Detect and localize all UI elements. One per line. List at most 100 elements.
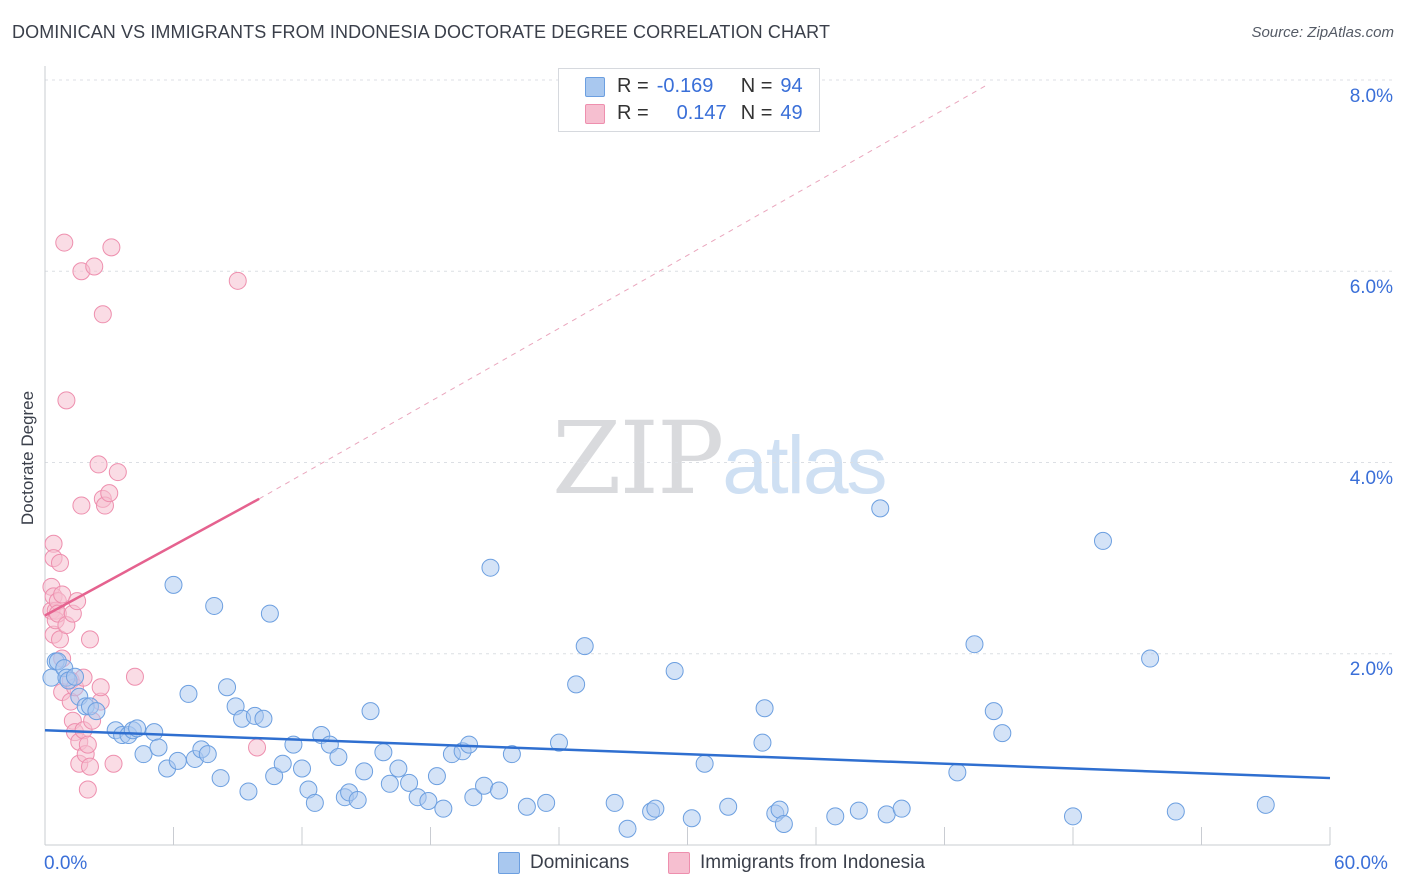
point-dominicans: [575, 637, 594, 656]
point-dominicans: [145, 723, 164, 742]
legend-r-value: -0.169: [656, 74, 714, 97]
point-indonesia: [248, 738, 267, 757]
trend-line-indonesia: [44, 497, 260, 617]
point-dominicans: [149, 738, 168, 757]
point-dominicans: [849, 801, 868, 820]
point-dominicans: [427, 767, 446, 786]
legend-swatch-blue: [585, 77, 605, 97]
correlation-legend: R = -0.169 N = 94 R = 0.147 N = 49: [558, 68, 820, 132]
point-dominicans: [198, 745, 217, 764]
bottom-legend-swatch-blue: [498, 852, 520, 874]
point-dominicans: [877, 805, 896, 824]
point-dominicans: [389, 759, 408, 778]
point-indonesia: [78, 735, 97, 754]
point-dominicans: [646, 799, 665, 818]
point-dominicans: [329, 748, 348, 767]
point-dominicans: [774, 814, 793, 833]
point-indonesia: [78, 780, 97, 799]
point-dominicans: [419, 792, 438, 811]
legend-n-value: 94: [780, 74, 803, 97]
point-dominicans: [239, 782, 258, 801]
point-dominicans: [65, 667, 84, 686]
x-min-label: 0.0%: [44, 853, 88, 874]
point-indonesia: [228, 271, 247, 290]
point-dominicans: [826, 807, 845, 826]
point-indonesia: [104, 754, 123, 773]
point-indonesia: [57, 391, 76, 410]
point-indonesia: [125, 667, 144, 686]
point-dominicans: [537, 793, 556, 812]
point-dominicans: [254, 709, 273, 728]
series-indonesia-points: [42, 233, 267, 799]
point-dominicans: [374, 743, 393, 762]
point-dominicans: [965, 635, 984, 654]
point-dominicans: [871, 499, 890, 518]
point-dominicans: [682, 809, 701, 828]
point-dominicans: [1064, 807, 1082, 826]
legend-r-label: R =: [617, 74, 649, 97]
point-dominicans: [134, 745, 153, 764]
point-dominicans: [265, 767, 284, 786]
point-dominicans: [475, 776, 494, 795]
legend-swatch-pink: [585, 104, 605, 124]
point-dominicans: [618, 819, 637, 838]
point-indonesia: [100, 484, 119, 503]
point-indonesia: [55, 233, 74, 252]
point-dominicans: [348, 791, 367, 810]
point-indonesia: [108, 463, 127, 482]
bottom-legend-label-indonesia: Immigrants from Indonesia: [700, 852, 925, 873]
point-indonesia: [80, 757, 99, 776]
point-dominicans: [434, 799, 453, 818]
gridlines: [45, 79, 1392, 655]
point-dominicans: [567, 675, 586, 694]
legend-r-label: R =: [617, 101, 649, 124]
trend-lines-back: [258, 84, 988, 500]
point-dominicans: [490, 781, 509, 800]
point-dominicans: [550, 733, 568, 752]
trend-line-indonesia-dashed: [258, 84, 988, 500]
point-dominicans: [205, 596, 224, 615]
x-max-label: 60.0%: [1334, 853, 1388, 874]
point-dominicans: [1141, 649, 1160, 668]
watermark-zip: ZIP: [552, 400, 724, 517]
series-dominicans-points: [42, 499, 1275, 838]
point-dominicans: [164, 575, 183, 594]
point-dominicans: [481, 558, 500, 577]
point-dominicans: [892, 799, 911, 818]
point-indonesia: [80, 630, 99, 649]
point-dominicans: [293, 759, 311, 778]
point-dominicans: [1166, 802, 1185, 821]
point-dominicans: [260, 604, 279, 623]
y-tick-label-6: 6.0%: [1349, 277, 1393, 298]
legend-row-dominicans: R = -0.169 N = 94: [617, 73, 803, 99]
point-dominicans: [218, 678, 237, 697]
legend-n-label: N =: [740, 101, 773, 124]
legend-row-indonesia: R = 0.147 N = 49: [617, 100, 803, 126]
trend-line-dominicans: [44, 729, 1331, 780]
legend-n-label: N =: [740, 74, 773, 97]
legend-n-value: 49: [780, 101, 803, 124]
bottom-legend-label-dominicans: Dominicans: [530, 852, 630, 873]
watermark-atlas: atlas: [722, 420, 887, 511]
chart-title: DOMINICAN VS IMMIGRANTS FROM INDONESIA D…: [12, 22, 831, 42]
point-dominicans: [753, 733, 772, 752]
point-dominicans: [211, 769, 230, 788]
point-dominicans: [168, 751, 187, 770]
point-dominicans: [361, 702, 380, 721]
trend-lines-front: [44, 497, 1331, 780]
point-indonesia: [72, 496, 91, 515]
point-dominicans: [948, 763, 967, 782]
y-tick-label-2: 2.0%: [1349, 659, 1393, 680]
point-dominicans: [755, 699, 774, 718]
point-dominicans: [605, 793, 624, 812]
point-dominicans: [464, 788, 483, 807]
point-dominicans: [355, 762, 374, 781]
point-dominicans: [993, 724, 1012, 743]
point-indonesia: [102, 238, 121, 257]
point-dominicans: [719, 797, 738, 816]
point-indonesia: [91, 678, 110, 697]
point-dominicans: [517, 797, 536, 816]
point-dominicans: [502, 745, 521, 764]
point-indonesia: [93, 305, 112, 324]
